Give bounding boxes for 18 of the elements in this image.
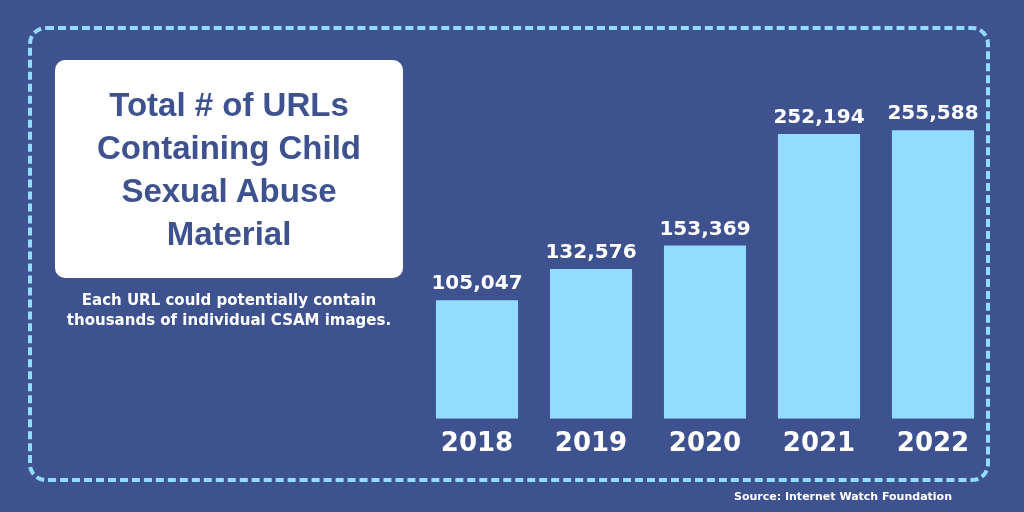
x-tick-label: 2021 [782,427,856,458]
data-label: 252,194 [773,104,865,129]
data-label: 153,369 [659,215,751,240]
x-tick-label: 2020 [668,427,742,458]
bar [663,245,747,419]
bar [549,269,633,419]
x-tick-label: 2019 [554,427,628,458]
source-note: Source: Internet Watch Foundation [734,490,952,503]
data-label: 105,047 [431,270,523,295]
x-tick-label: 2022 [896,427,970,458]
text: Total # of URLs Containing Child Sexual Abuse Material [55,60,403,278]
bar [891,130,975,419]
x-tick-label: 2018 [440,427,514,458]
bar [777,133,861,419]
text: Each URL could potentially contain thousands of individual CSAM images. [65,290,393,330]
data-label: 132,576 [545,239,637,264]
bar [435,300,519,419]
data-label: 255,588 [887,100,979,125]
